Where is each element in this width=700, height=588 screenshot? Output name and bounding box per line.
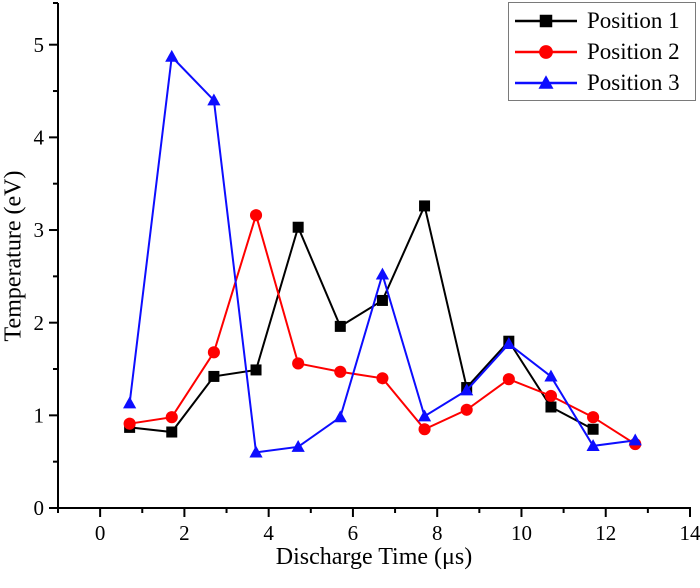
y-axis-ticks: 0 1 2 3 4 5 [34,2,58,520]
x-tick-label: 14 [680,521,700,545]
legend-label: Position 1 [587,8,680,33]
x-tick-label: 8 [432,521,443,545]
x-tick-label: 12 [595,521,616,545]
legend-entry-position-2: Position 2 [514,40,695,63]
series-position-2 [123,209,642,451]
series-position-3 [123,49,642,458]
legend-entry-position-3: Position 3 [514,71,695,94]
axes [57,3,691,509]
series-position-1 [124,200,599,438]
x-tick-label: 2 [179,521,190,545]
legend-marker-triangle-icon [515,74,577,89]
x-tick-label: 4 [263,521,274,545]
legend-marker-square-icon [515,14,577,27]
y-tick-label: 3 [34,218,45,242]
x-axis-title: Discharge Time (μs) [275,544,473,570]
legend: Position 1 Position 2 Position 3 [508,2,696,101]
legend-label: Position 3 [587,70,680,95]
y-tick-label: 1 [34,403,45,427]
x-tick-label: 0 [95,521,106,545]
legend-marker-circle-icon [515,44,577,59]
legend-entry-position-1: Position 1 [514,9,695,32]
x-tick-label: 6 [348,521,359,545]
y-axis-title: Temperature (eV) [0,170,27,342]
y-tick-label: 0 [34,496,45,520]
x-axis-ticks: 0 2 4 6 8 10 12 14 [57,508,700,545]
y-tick-label: 4 [34,125,45,149]
y-tick-label: 5 [34,33,45,57]
y-tick-label: 2 [34,311,45,335]
legend-label: Position 2 [587,39,680,64]
x-tick-label: 10 [511,521,532,545]
